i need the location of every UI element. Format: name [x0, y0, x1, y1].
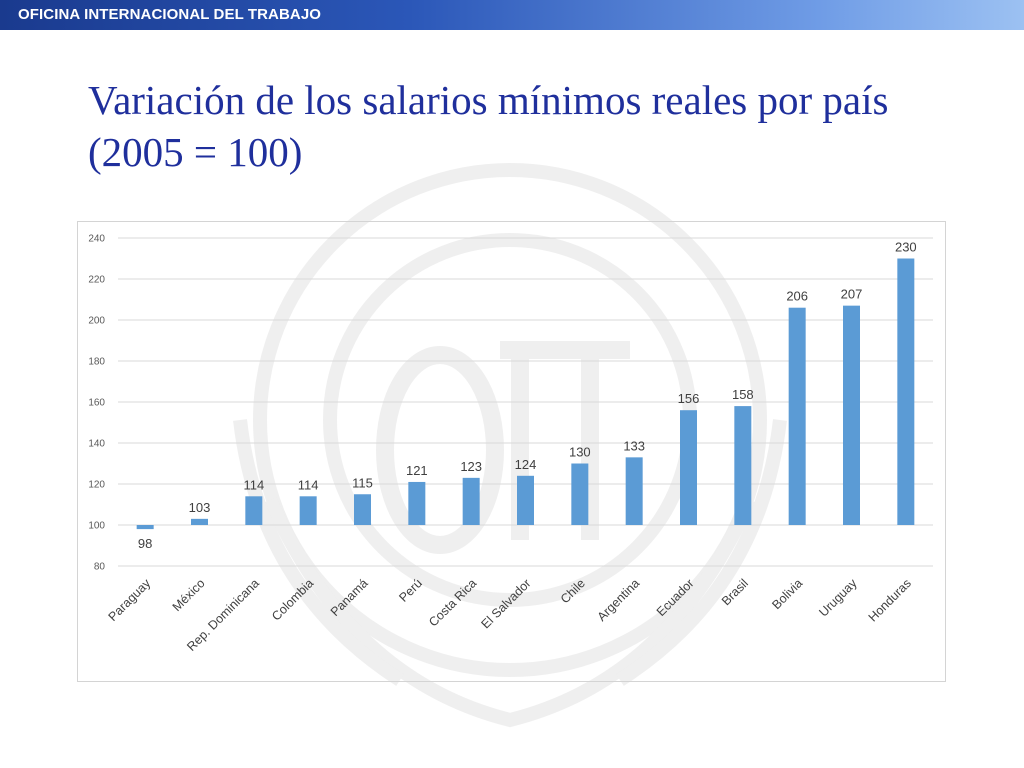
data-label: 156 [678, 391, 700, 406]
data-label: 98 [138, 536, 152, 551]
category-label: Colombia [269, 576, 316, 623]
y-tick-label: 240 [88, 234, 105, 245]
data-label: 206 [786, 289, 808, 304]
category-label: Perú [396, 576, 425, 605]
bar [299, 496, 317, 525]
y-tick-label: 160 [88, 398, 105, 409]
data-label: 230 [895, 240, 917, 255]
data-label: 124 [515, 457, 537, 472]
y-tick-label: 220 [88, 275, 105, 286]
data-label: 133 [623, 438, 645, 453]
category-label: Argentina [595, 576, 643, 624]
data-label: 121 [406, 463, 428, 478]
data-labels: 98 103 114 114 115 121 123 124 130 133 156 158 206 20… [138, 240, 917, 552]
y-axis-ticks: 80 100 120 140 160 180 200 220 240 [88, 234, 105, 573]
category-label: Costa Rica [426, 576, 479, 629]
data-label: 115 [352, 475, 373, 490]
bar [734, 406, 752, 525]
bars [136, 258, 915, 530]
category-label: Panamá [328, 576, 371, 619]
data-label: 130 [569, 445, 591, 460]
bar [191, 518, 208, 525]
data-label: 114 [298, 477, 319, 492]
data-label: 114 [243, 477, 264, 492]
y-tick-label: 120 [88, 480, 105, 491]
y-tick-label: 140 [88, 439, 105, 450]
bar [897, 258, 915, 525]
bar [625, 457, 643, 525]
data-label: 207 [841, 287, 863, 302]
data-label: 103 [189, 500, 211, 515]
category-label: Ecuador [654, 576, 697, 619]
header-bar: OFICINA INTERNACIONAL DEL TRABAJO [0, 0, 1024, 30]
data-label: 123 [460, 459, 482, 474]
bar [245, 496, 263, 525]
bar-chart: 80 100 120 140 160 180 200 220 240 98 103 114 114 11… [88, 234, 933, 654]
bar [843, 305, 860, 525]
category-label: El Salvador [479, 576, 534, 631]
y-tick-label: 80 [94, 562, 106, 573]
org-name: OFICINA INTERNACIONAL DEL TRABAJO [18, 6, 322, 23]
category-label: Bolivia [769, 576, 805, 612]
bar [354, 494, 371, 525]
category-label: Honduras [866, 576, 914, 624]
bar [788, 307, 806, 525]
slide-title: Variación de los salarios mínimos reales… [88, 77, 889, 175]
y-tick-label: 100 [88, 521, 105, 532]
bar [571, 463, 589, 525]
bar [680, 410, 697, 525]
bar [136, 525, 154, 530]
y-tick-label: 180 [88, 357, 105, 368]
chart-frame: 80 100 120 140 160 180 200 220 240 98 103 114 114 11… [77, 221, 946, 682]
category-label: Chile [558, 576, 588, 606]
bar [462, 477, 480, 525]
category-label: Uruguay [816, 576, 860, 620]
category-label: Paraguay [106, 576, 154, 624]
bar [517, 475, 534, 525]
bar [408, 481, 426, 525]
data-label: 158 [732, 387, 754, 402]
category-label: México [170, 576, 208, 614]
y-tick-label: 200 [88, 316, 105, 327]
category-label: Brasil [719, 576, 751, 608]
